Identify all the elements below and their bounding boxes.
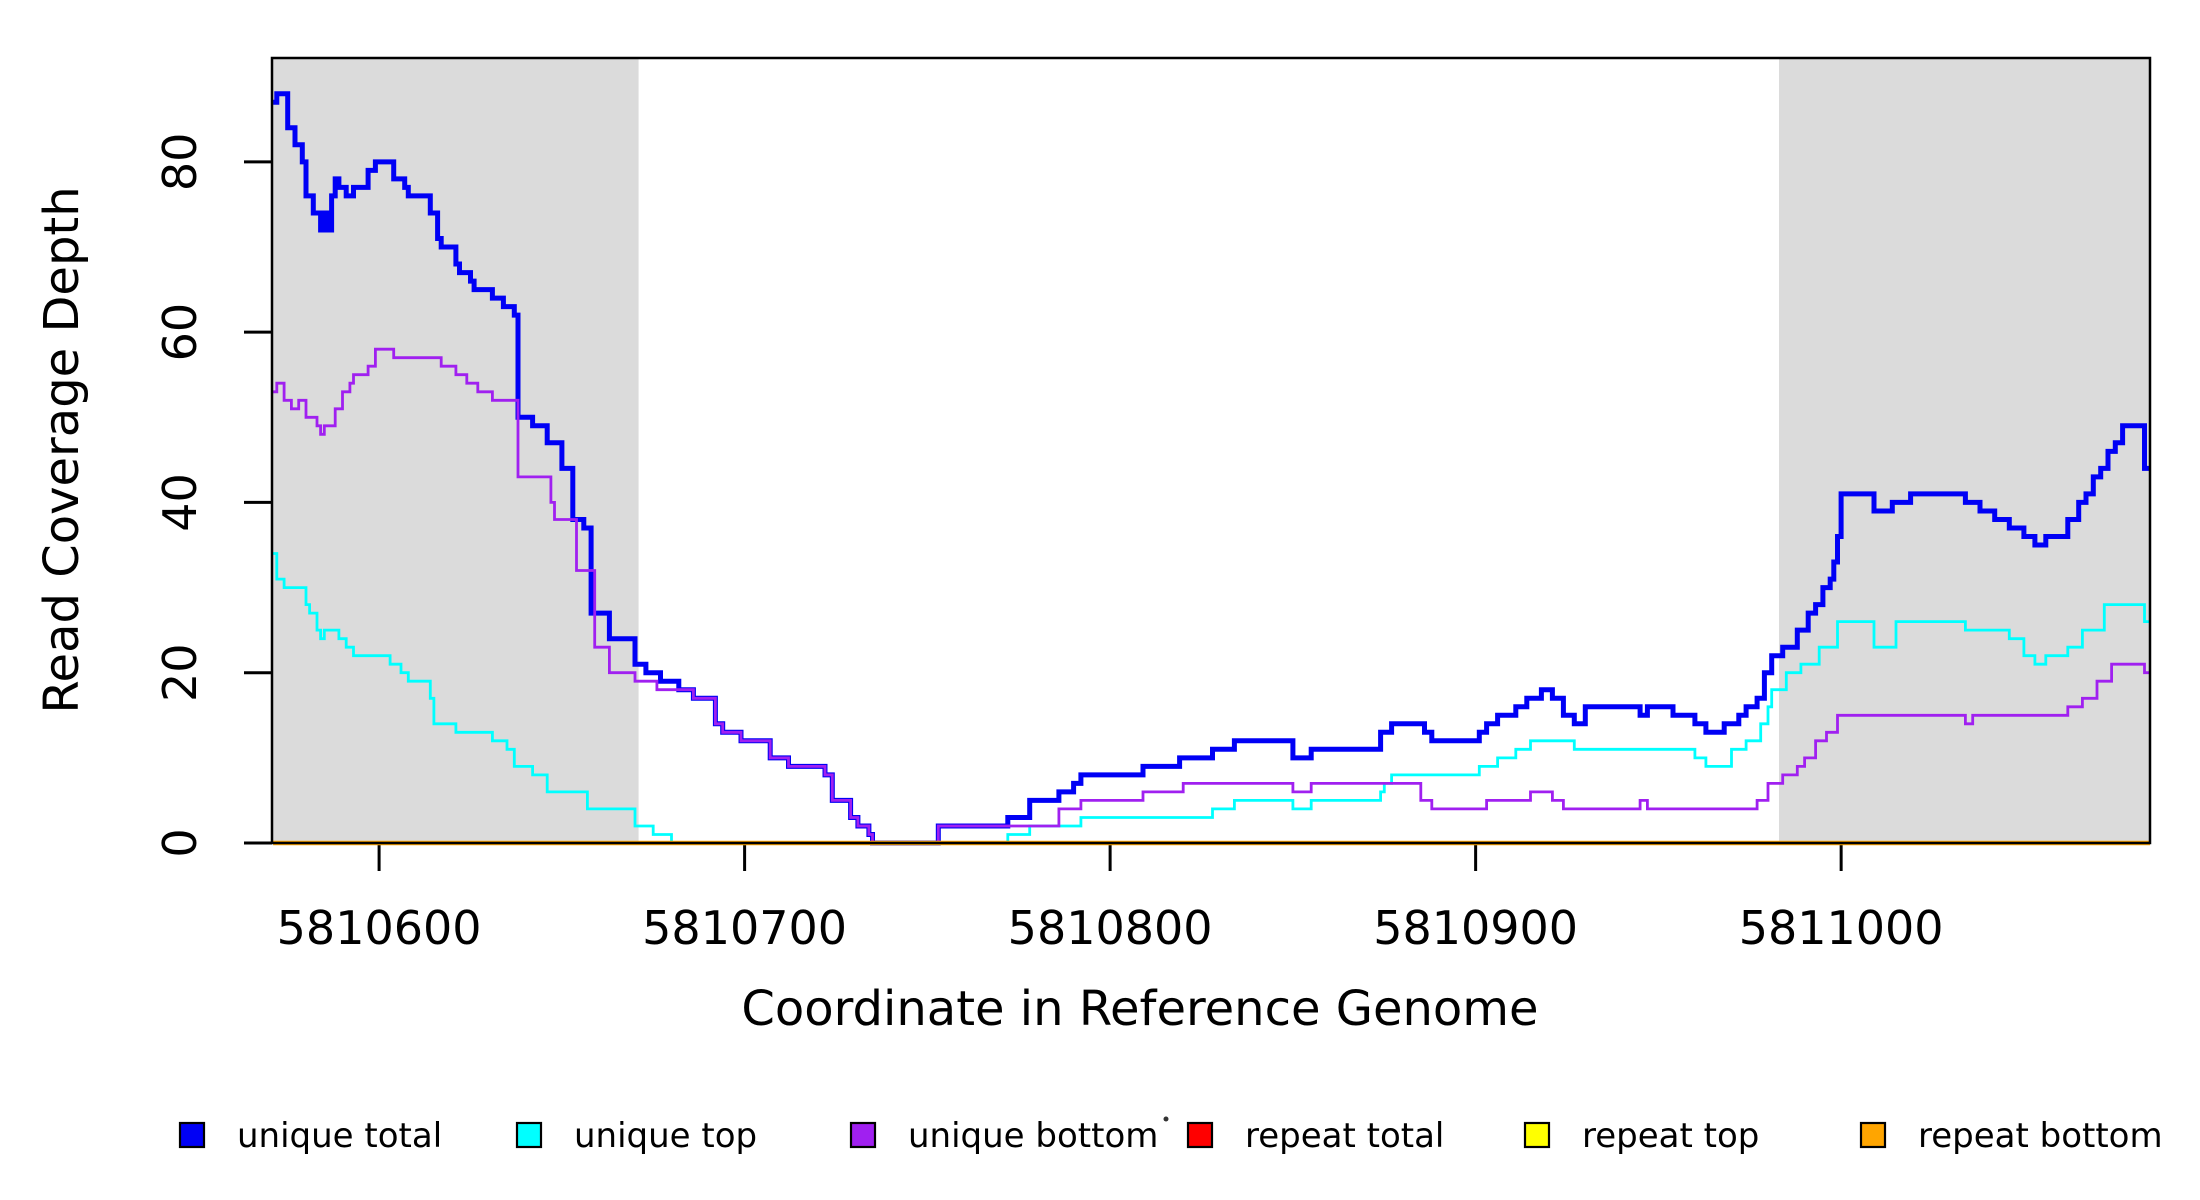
y-tick-label: 0 [153,828,207,857]
legend-label: unique top [574,1116,757,1156]
legend-item-unique-total: unique total [178,1116,442,1156]
legend-item-repeat-top: repeat top [1523,1116,1759,1156]
y-tick-label: 60 [153,303,207,362]
series-unique-bottom [273,347,2150,845]
legend-swatch [1859,1121,1887,1149]
legend-swatch [849,1121,877,1149]
legend-swatch [178,1121,206,1149]
x-tick-label: 5811000 [1739,901,1944,955]
legend-swatch [1186,1121,1214,1149]
y-tick-label: 80 [153,133,207,192]
series-unique-top [273,552,2150,845]
y-axis-title: Read Coverage Depth [34,186,90,713]
shaded-repeat-regions [272,58,2150,843]
x-tick-label: 5810800 [1008,901,1213,955]
legend-item-repeat-bottom: repeat bottom [1859,1116,2163,1156]
legend-label: unique bottom [908,1116,1158,1156]
y-tick-label: 20 [153,643,207,702]
plot-border [270,56,2152,845]
legend-label: unique total [237,1116,442,1156]
legend-label: repeat bottom [1918,1116,2163,1156]
y-tick-label: 40 [153,473,207,532]
x-axis-title: Coordinate in Reference Genome [741,981,1538,1037]
stray-dot-artifact [1163,1116,1169,1122]
x-tick-label: 5810600 [277,901,482,955]
legend-item-unique-bottom: unique bottom [849,1116,1158,1156]
legend-swatch [515,1121,543,1149]
x-tick-label: 5810900 [1373,901,1578,955]
legend-label: repeat top [1582,1116,1759,1156]
x-tick-label: 5810700 [642,901,847,955]
series-unique-total [273,91,2150,846]
axes: 5810600 5810700 5810800 5810900 5811000 0 20 40… [153,133,1944,955]
legend-label: repeat total [1245,1116,1444,1156]
legend: unique total unique top unique bottom repea… [178,1116,2163,1156]
legend-item-unique-top: unique top [515,1116,757,1156]
shaded-region [1779,58,2150,843]
legend-item-repeat-total: repeat total [1186,1116,1444,1156]
legend-swatch [1523,1121,1551,1149]
